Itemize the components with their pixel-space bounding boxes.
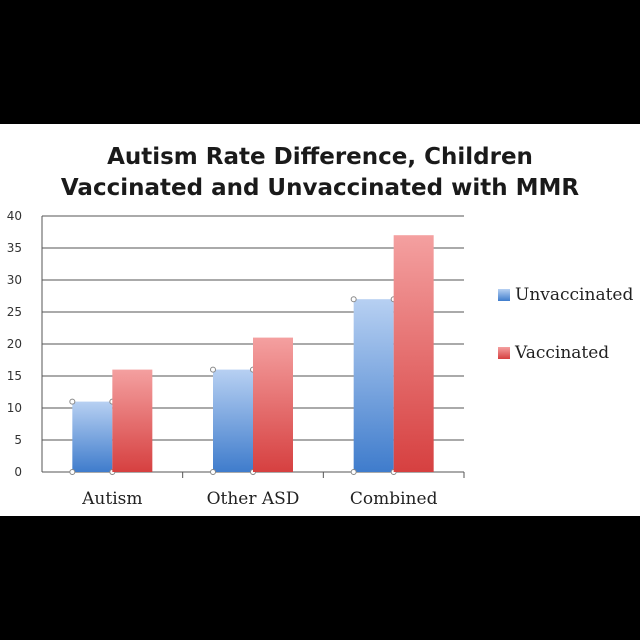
bar-vaccinated-combined (393, 235, 434, 472)
selection-handle-1-2 (210, 469, 216, 475)
bar-unvaccinated-combined (353, 299, 394, 472)
chart-title: Autism Rate Difference, Children Vaccina… (0, 142, 640, 204)
y-tick-label-30: 30 (7, 273, 22, 287)
selection-handle-2-2 (350, 469, 357, 475)
y-tick-label-0: 0 (14, 465, 22, 479)
bar-unvaccinated-other-asd (213, 369, 253, 472)
x-category-label-combined: Combined (350, 489, 438, 509)
y-tick-label-35: 35 (7, 241, 22, 255)
y-tick-label-40: 40 (7, 209, 22, 223)
x-category-label-autism: Autism (81, 489, 142, 509)
bars (69, 235, 434, 475)
selection-handle-1-0 (210, 366, 216, 373)
selection-handle-2-0 (350, 296, 357, 303)
legend: Unvaccinated Vaccinated (498, 285, 633, 363)
legend-swatch-vaccinated (498, 347, 510, 359)
y-tick-label-20: 20 (7, 337, 22, 351)
bar-vaccinated-other-asd (253, 337, 293, 472)
y-axis-ticks: 0 5 10 15 20 25 30 35 40 (7, 209, 22, 479)
y-tick-label-15: 15 (7, 369, 22, 383)
bar-chart: 0 5 10 15 20 25 30 35 40 Autism Other ASD Combined… (7, 209, 634, 509)
x-category-label-other-asd: Other ASD (207, 489, 300, 509)
selection-handle-0-0 (69, 398, 76, 405)
selection-handle-0-2 (69, 469, 76, 475)
chart-title-line-1: Autism Rate Difference, Children (107, 144, 533, 170)
y-tick-label-10: 10 (7, 401, 22, 415)
y-tick-label-5: 5 (14, 433, 22, 447)
bar-vaccinated-autism (112, 369, 153, 472)
legend-label-unvaccinated: Unvaccinated (515, 285, 633, 305)
chart-title-line-2: Vaccinated and Unvaccinated with MMR (60, 175, 580, 201)
x-axis-labels: Autism Other ASD Combined (81, 489, 437, 509)
legend-label-vaccinated: Vaccinated (514, 343, 609, 363)
y-tick-label-25: 25 (7, 305, 22, 319)
chart-panel: Autism Rate Difference, Children Vaccina… (0, 124, 640, 516)
bar-unvaccinated-autism (72, 401, 113, 472)
legend-swatch-unvaccinated (498, 289, 510, 301)
